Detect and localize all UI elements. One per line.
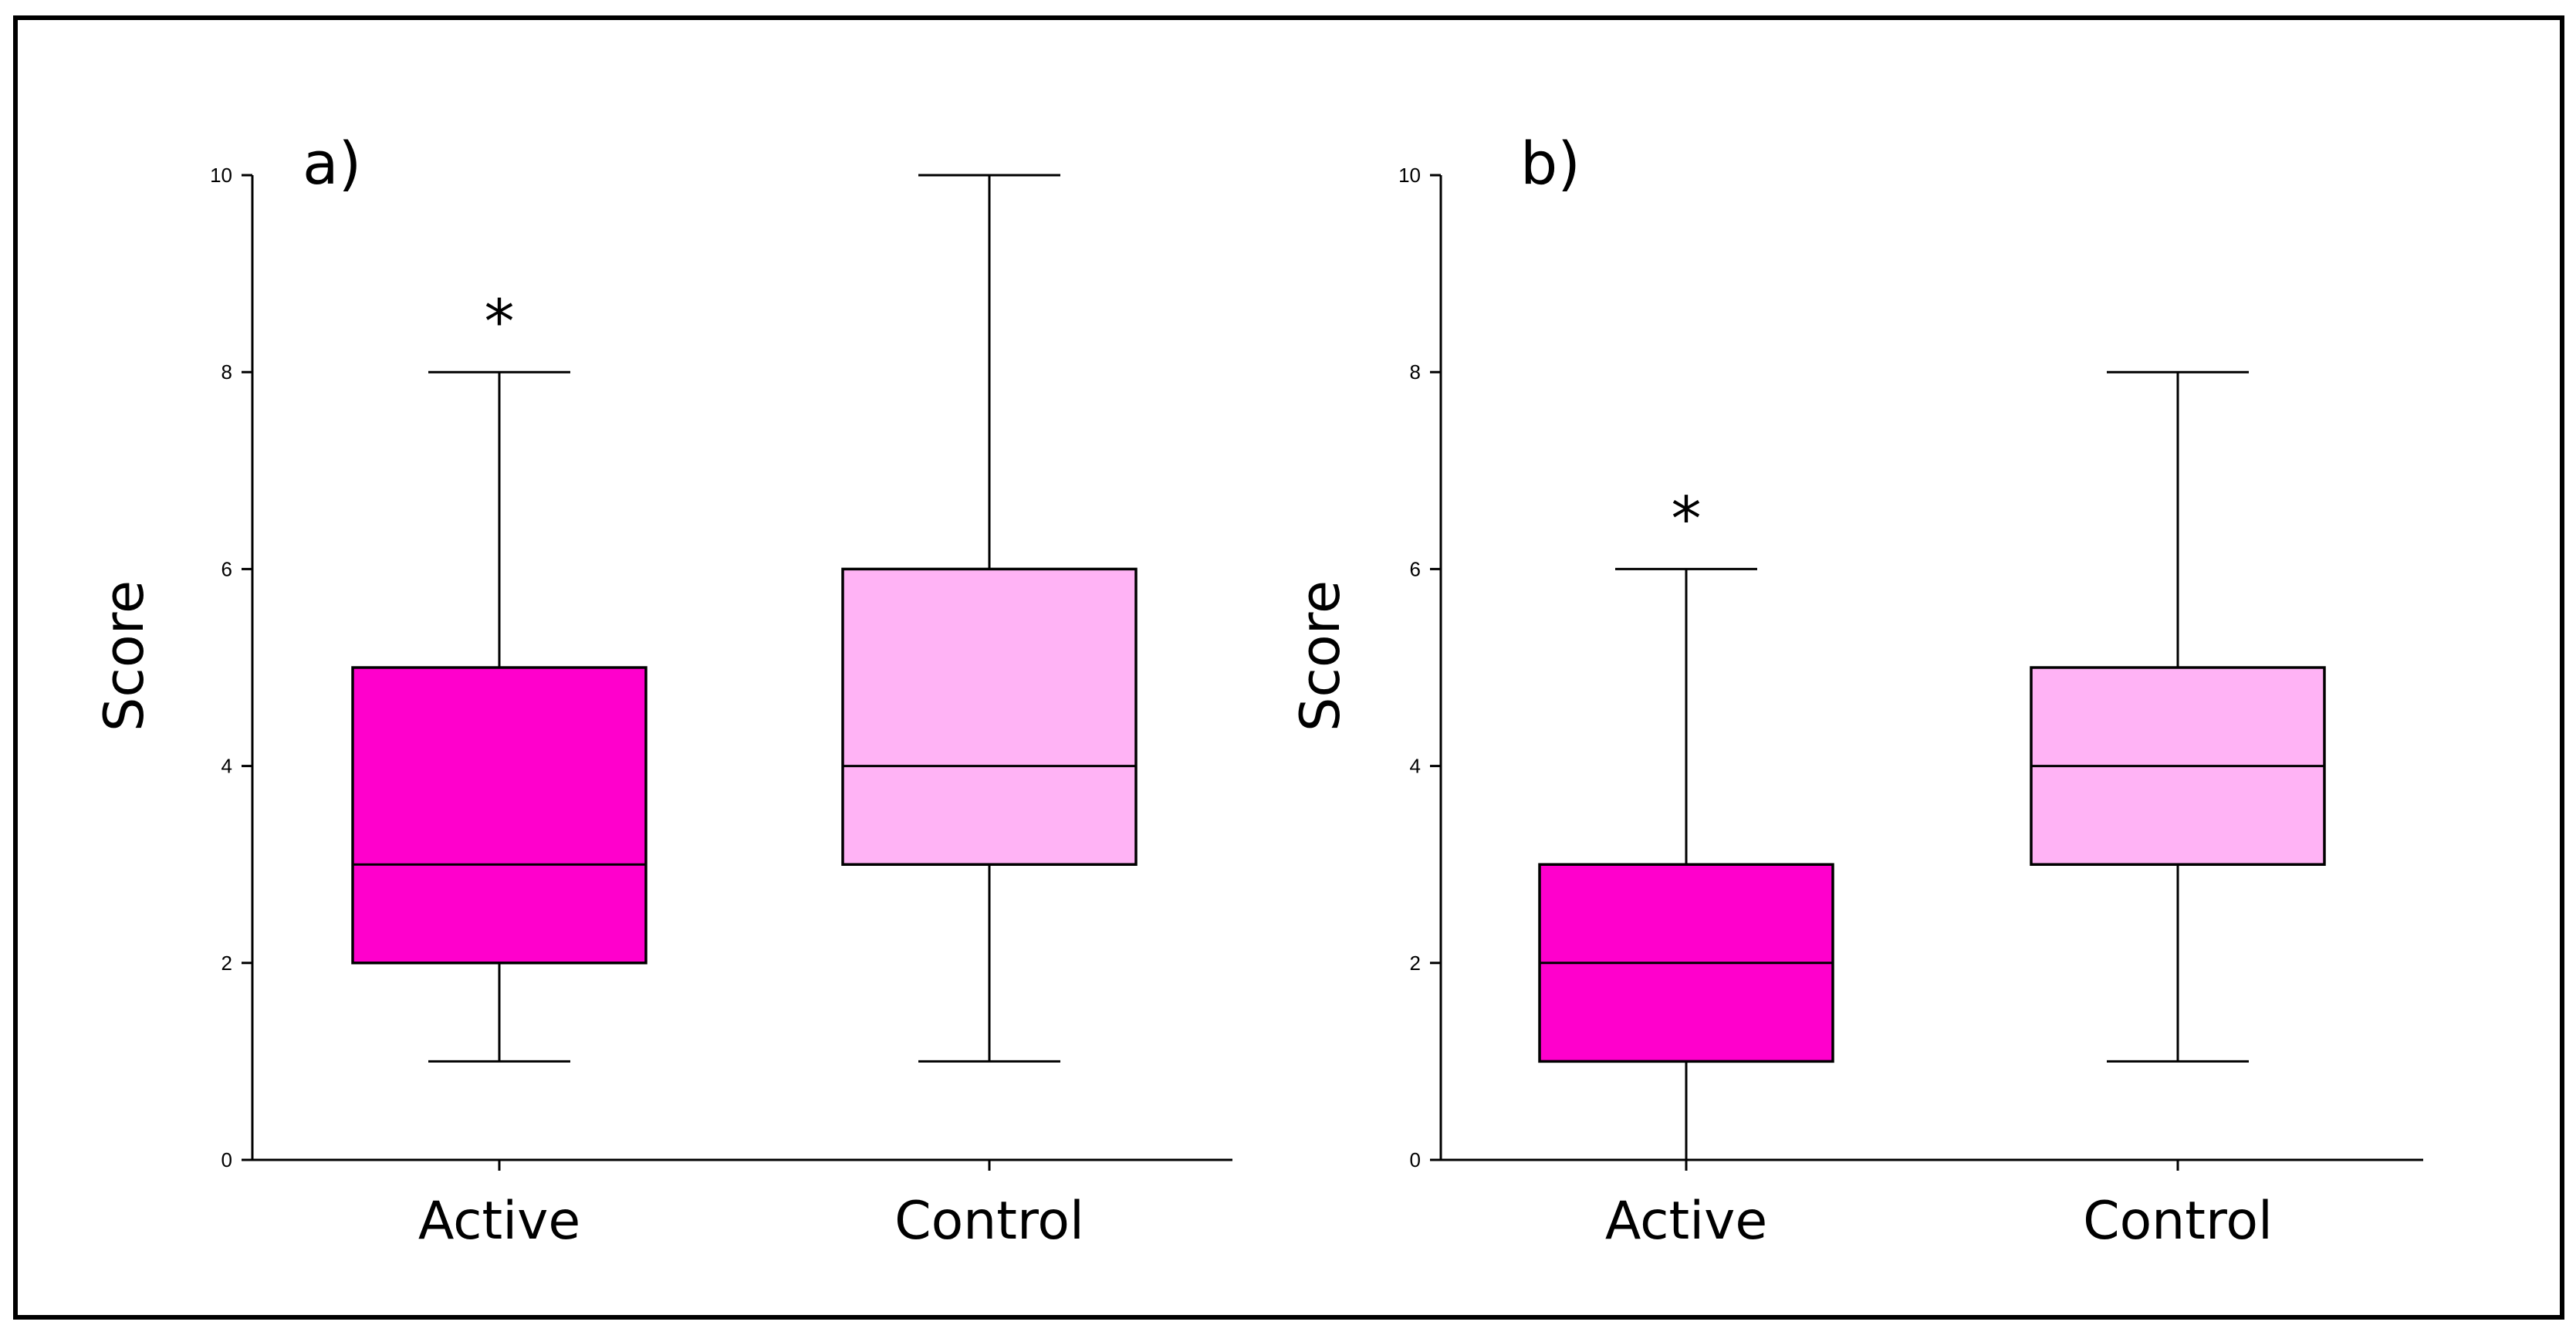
y-axis-title: Score	[1289, 580, 1352, 732]
y-tick-label: 10	[210, 164, 232, 187]
y-tick-label: 8	[221, 360, 232, 384]
y-tick-label: 0	[221, 1148, 232, 1171]
y-tick-label: 4	[221, 755, 232, 778]
y-tick-label: 2	[1410, 952, 1421, 975]
iqr-box	[351, 666, 647, 965]
y-tick-label: 0	[1410, 1148, 1421, 1171]
x-category-label: Control	[894, 1191, 1084, 1252]
significance-marker: *	[1672, 485, 1702, 554]
x-category-label: Control	[2083, 1191, 2273, 1252]
figure-border	[13, 15, 2564, 1320]
x-category-label: Active	[418, 1191, 580, 1252]
box-plot-control	[841, 174, 1138, 1063]
x-category-label: Active	[1605, 1191, 1767, 1252]
box-plot-active: *	[1538, 485, 1834, 1160]
box-plot-control	[2030, 370, 2326, 1063]
panel-b: 0 2 4 6 8 10 Active Control Score b) *	[1289, 129, 2423, 1252]
iqr-box	[841, 567, 1138, 866]
box-plot-active: *	[351, 288, 647, 1063]
y-tick-label: 4	[1410, 755, 1421, 778]
y-axis-title: Score	[93, 580, 156, 732]
y-tick-label: 2	[221, 952, 232, 975]
y-tick-label: 6	[221, 557, 232, 580]
panel-label: b)	[1520, 129, 1580, 198]
y-tick-label: 6	[1410, 557, 1421, 580]
y-tick-label: 10	[1398, 164, 1421, 187]
panel-a: 0 2 4 6 8 10 Active Control Score a) *	[93, 129, 1232, 1252]
significance-marker: *	[485, 288, 515, 357]
panel-label: a)	[303, 129, 361, 198]
y-tick-label: 8	[1410, 360, 1421, 384]
